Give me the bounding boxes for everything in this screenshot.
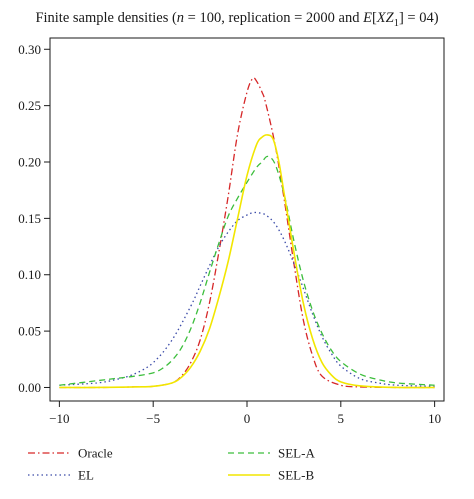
title-n-symbol: n <box>177 10 184 26</box>
title-xz-symbol: XZ <box>376 10 395 26</box>
title-suffix: ] = 04) <box>399 10 439 26</box>
series-line-el <box>59 211 435 387</box>
chart-title: Finite sample densities (n = 100, replic… <box>35 10 438 29</box>
y-tick-label: 0.00 <box>18 380 41 395</box>
series-layer <box>59 77 435 389</box>
legend-label-sel-a: SEL-A <box>278 446 315 461</box>
y-tick-label: 0.05 <box>18 324 41 339</box>
y-axis: 0.00 0.05 0.10 0.15 0.20 0.25 0.30 <box>18 42 50 395</box>
plot-frame <box>49 37 445 402</box>
x-tick-label: 5 <box>338 411 345 426</box>
y-tick-label: 0.30 <box>18 42 41 57</box>
x-axis: −10 −5 0 5 10 <box>49 401 441 426</box>
x-tick-label: −10 <box>49 411 69 426</box>
title-subscript: 1 <box>394 18 399 29</box>
y-tick-label: 0.10 <box>18 267 41 282</box>
series-line-sel-a <box>59 155 435 386</box>
y-tick-label: 0.25 <box>18 98 41 113</box>
series-line-oracle <box>59 77 435 389</box>
x-tick-label: −5 <box>146 411 160 426</box>
series-line-sel-b <box>59 134 435 389</box>
title-prefix: Finite sample densities ( <box>35 10 177 26</box>
legend-label-el: EL <box>78 468 94 483</box>
x-tick-label: 0 <box>244 411 251 426</box>
legend-label-oracle: Oracle <box>78 446 113 461</box>
legend: Oracle EL SEL-A SEL-B <box>28 446 315 483</box>
y-tick-label: 0.20 <box>18 155 41 170</box>
x-tick-label: 10 <box>428 411 441 426</box>
title-e-symbol: E <box>362 10 372 26</box>
title-bracket-open: [ <box>372 10 377 26</box>
legend-label-sel-b: SEL-B <box>278 468 314 483</box>
y-tick-label: 0.15 <box>18 211 41 226</box>
title-middle: = 100, replication = 2000 and <box>184 10 363 26</box>
